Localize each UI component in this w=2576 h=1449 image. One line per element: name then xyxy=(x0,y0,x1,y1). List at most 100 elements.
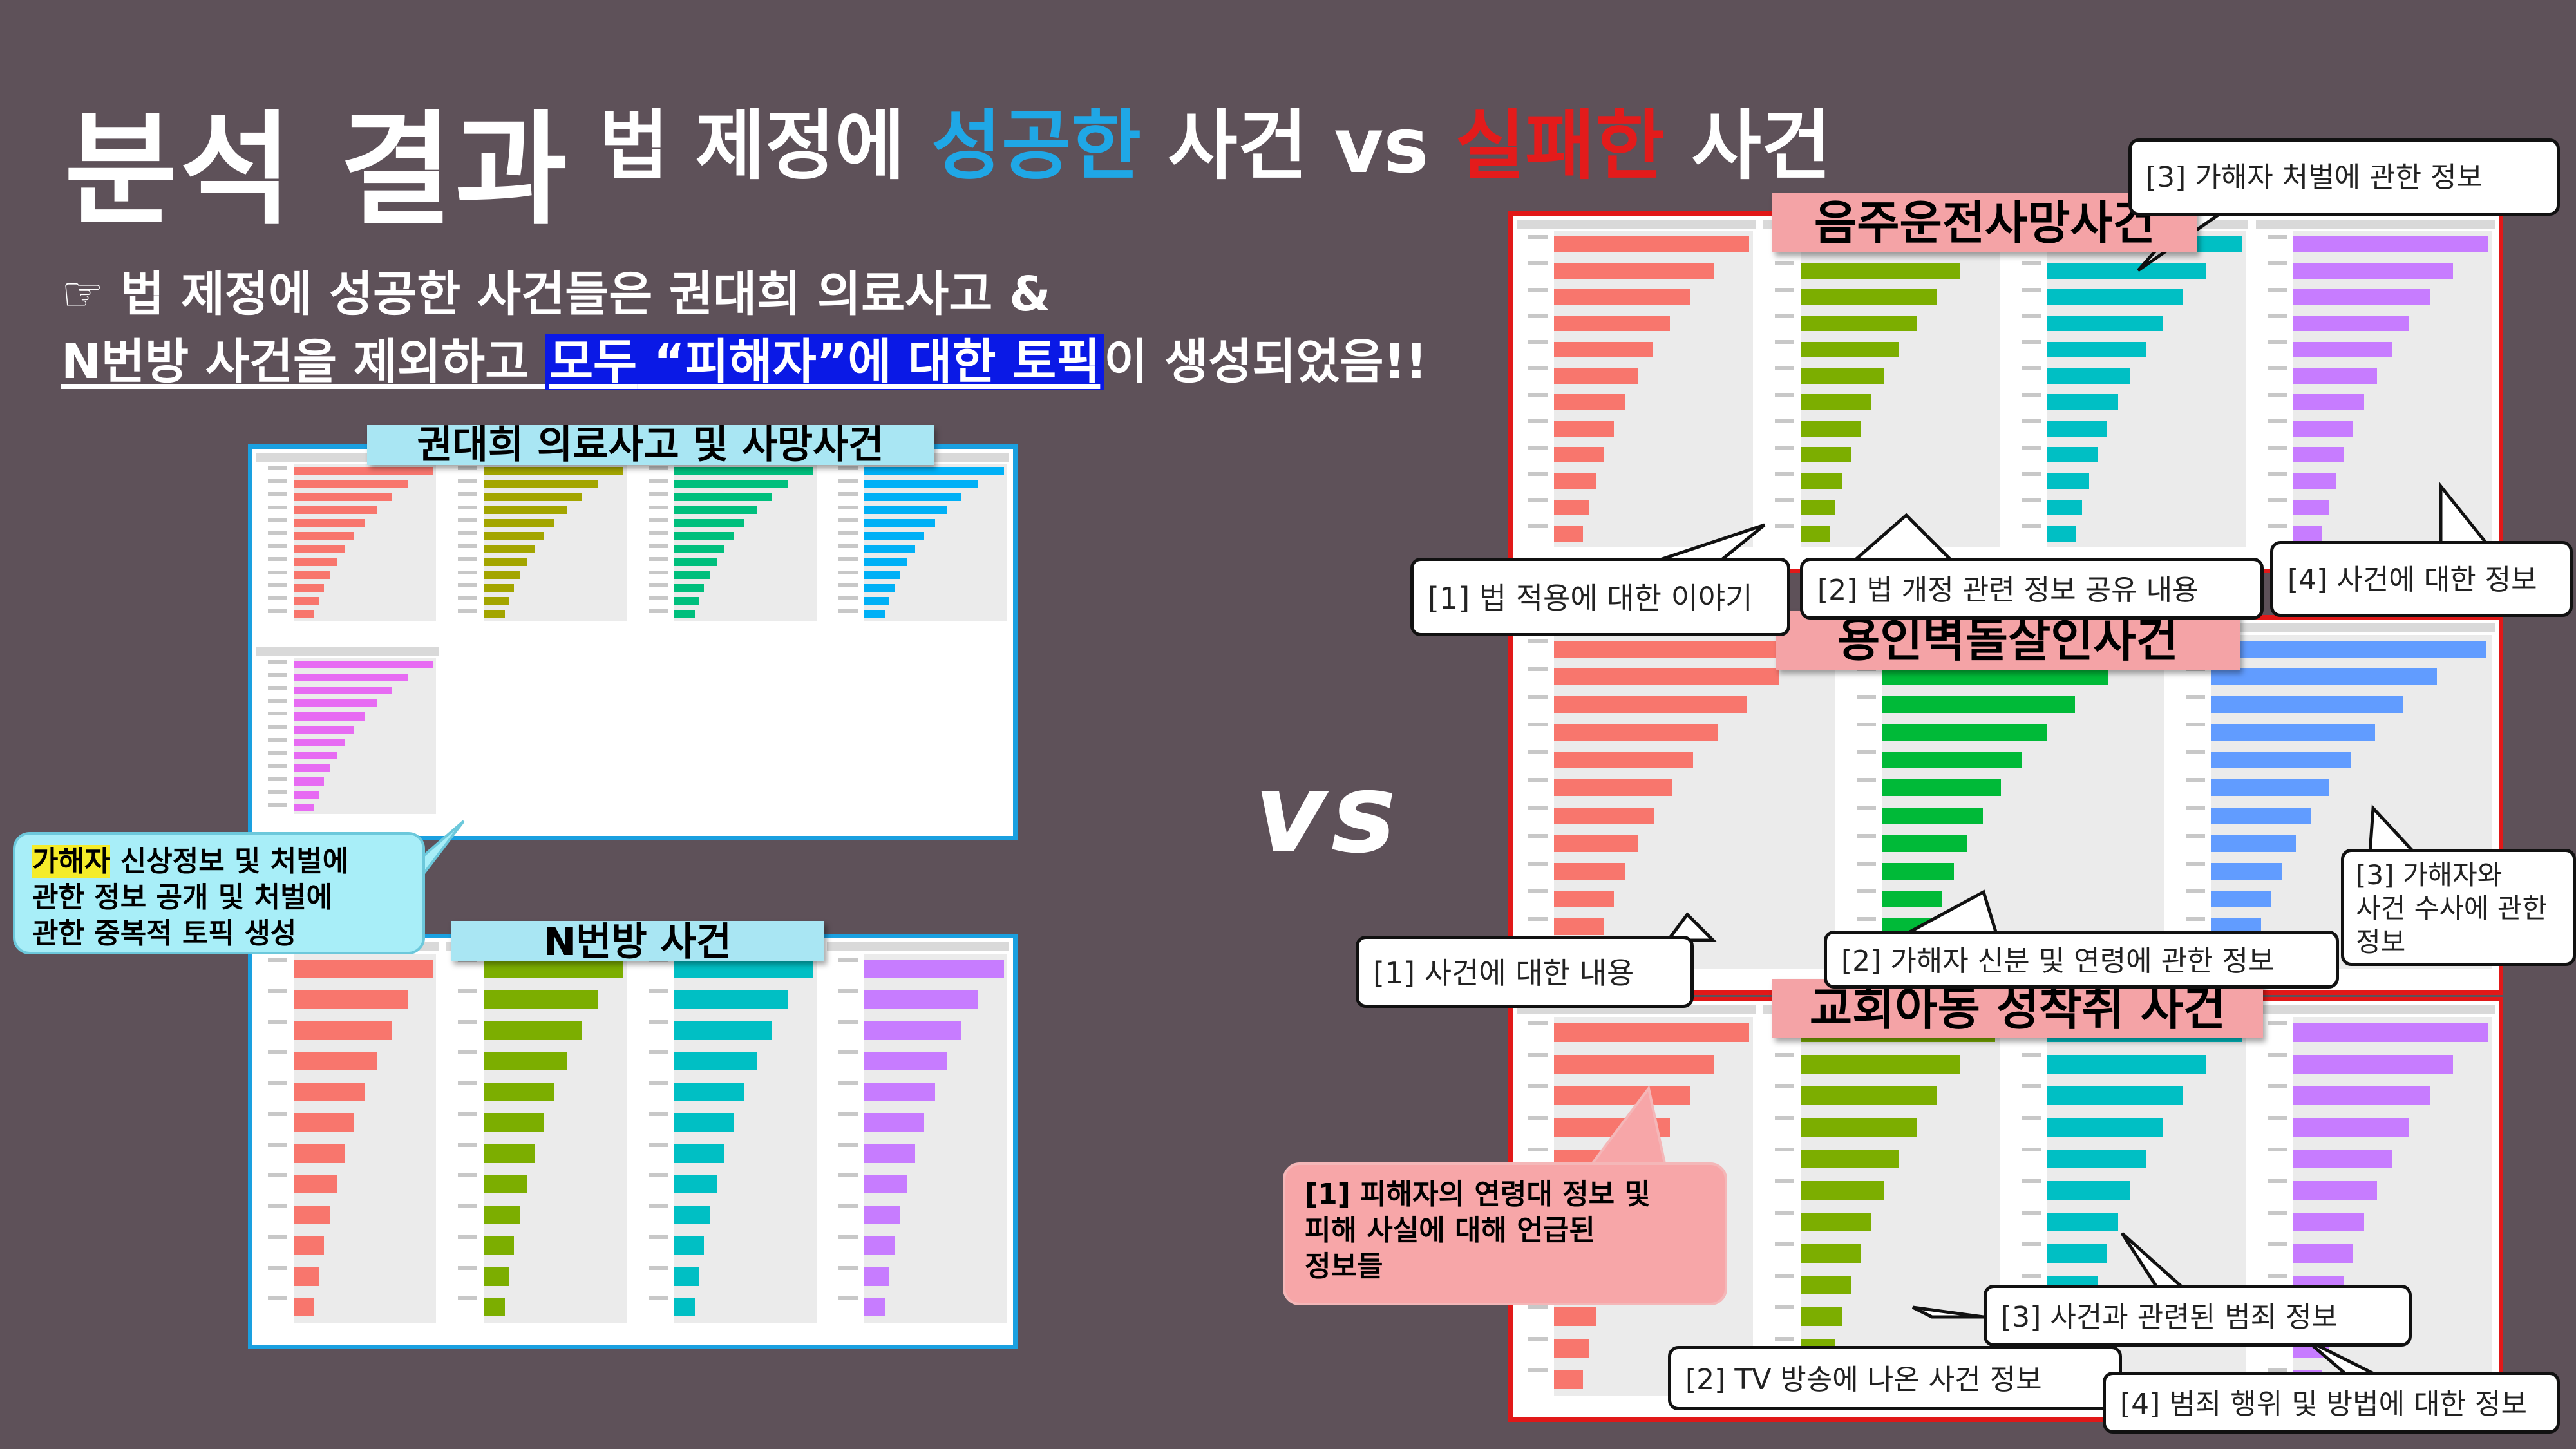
topic-term-bar xyxy=(294,545,345,553)
topic-term-bar xyxy=(2293,1117,2410,1137)
term-tick xyxy=(1857,778,1877,782)
topic-term-bar xyxy=(1800,1244,1861,1264)
topic-term-bar xyxy=(1554,891,1614,908)
term-tick xyxy=(1528,340,1548,345)
term-tick xyxy=(268,724,287,729)
topic-term-bar xyxy=(294,467,433,475)
topic-term-bar xyxy=(674,1267,699,1286)
facet-panel xyxy=(256,942,439,1341)
term-tick xyxy=(268,790,287,794)
topic-term-bar xyxy=(1554,289,1690,305)
term-tick xyxy=(838,518,858,522)
term-tick xyxy=(268,466,287,471)
term-tick xyxy=(648,1204,668,1209)
topic-term-bar xyxy=(674,558,717,566)
term-tick xyxy=(1774,1053,1794,1057)
intro-line-2: N번방 사건을 제외하고 모두 “피해자”에 대한 토픽이 생성되었음!! xyxy=(61,328,1555,396)
term-tick xyxy=(838,466,858,471)
topic-term-bar xyxy=(2293,315,2410,332)
banner-brick-murder: 용인벽돌살인사건 xyxy=(1776,611,2240,670)
topic-term-bar xyxy=(2047,315,2163,332)
term-tick xyxy=(2185,694,2205,699)
topic-term-bar xyxy=(1554,668,1780,685)
facet-plot-area xyxy=(1528,635,1835,969)
topic-term-bar xyxy=(864,610,886,618)
topic-term-bar xyxy=(484,1267,509,1286)
term-tick xyxy=(268,596,287,601)
term-tick xyxy=(1528,314,1548,318)
topic-term-bar xyxy=(1554,1338,1589,1358)
callout-drunk-4: [4] 사건에 대한 정보 xyxy=(2270,541,2573,617)
callout-brick-1: [1] 사건에 대한 내용 xyxy=(1356,936,1694,1008)
term-tick xyxy=(2268,1242,2287,1247)
topic-term-bar xyxy=(294,686,392,695)
term-tick xyxy=(1528,235,1548,240)
topic-term-bar xyxy=(864,1113,924,1132)
term-tick xyxy=(1774,366,1794,371)
intro-line-2-a: N번방 사건을 제외하고 xyxy=(61,334,545,390)
term-tick xyxy=(2268,1179,2287,1184)
topic-term-bar xyxy=(1554,862,1625,880)
term-tick xyxy=(458,1081,478,1086)
term-tick xyxy=(648,557,668,562)
term-tick xyxy=(1528,1337,1548,1341)
term-tick xyxy=(2021,471,2041,476)
topic-term-bar xyxy=(864,480,979,488)
topic-term-bar xyxy=(864,1144,915,1163)
topic-term-bar xyxy=(1800,1212,1871,1232)
term-tick xyxy=(268,699,287,703)
term-tick xyxy=(838,544,858,549)
topic-term-bar xyxy=(484,467,624,475)
brick-3-line-1: [3] 가해자와 xyxy=(2356,859,2503,891)
topic-term-bar xyxy=(2293,394,2365,410)
term-tick xyxy=(458,1019,478,1024)
term-tick xyxy=(1857,917,1877,922)
topic-term-bar xyxy=(2047,1149,2146,1169)
topic-term-bar xyxy=(484,480,598,488)
topic-term-bar xyxy=(674,1144,725,1163)
topic-term-bar xyxy=(294,712,365,721)
topic-term-bar xyxy=(1800,1117,1917,1137)
term-tick xyxy=(1774,1211,1794,1215)
topic-term-bar xyxy=(1554,394,1625,410)
facet-panel xyxy=(1517,623,1838,987)
term-tick xyxy=(2021,1053,2041,1057)
nthroom-topic-chart xyxy=(252,938,1013,1345)
term-tick xyxy=(1528,1021,1548,1026)
topic-term-bar xyxy=(2211,696,2404,713)
brick-3-line-2: 사건 수사에 관한 xyxy=(2356,893,2548,924)
term-tick xyxy=(838,1296,858,1301)
topic-term-bar xyxy=(294,506,377,514)
term-tick xyxy=(2268,445,2287,450)
topic-term-bar xyxy=(864,990,979,1009)
topic-term-bar xyxy=(2293,473,2336,489)
term-tick xyxy=(1857,861,1877,866)
topic-term-bar xyxy=(294,790,319,799)
topic-term-bar xyxy=(1554,1023,1749,1043)
topic-term-bar xyxy=(484,506,567,514)
topic-term-bar xyxy=(2211,862,2283,880)
topic-term-bar xyxy=(1554,918,1604,936)
subtitle-success: 성공한 xyxy=(931,101,1142,190)
term-tick xyxy=(458,518,478,522)
versus-label: vs xyxy=(1255,750,1402,878)
term-tick xyxy=(838,596,858,601)
term-tick xyxy=(458,609,478,614)
term-tick xyxy=(458,1296,478,1301)
topic-term-bar xyxy=(484,518,554,527)
term-tick xyxy=(1528,498,1548,502)
topic-term-bar xyxy=(294,752,337,760)
term-tick xyxy=(2268,287,2287,292)
topic-term-bar xyxy=(1800,341,1899,357)
term-tick xyxy=(2185,778,2205,782)
term-tick xyxy=(1528,524,1548,529)
term-tick xyxy=(648,479,668,484)
term-tick xyxy=(268,989,287,993)
topic-term-bar xyxy=(484,610,505,618)
topic-term-bar xyxy=(2211,752,2351,769)
fail-panel-drunk-driving xyxy=(1508,211,2503,573)
tail-brick-2 xyxy=(1905,889,1999,936)
facet-plot-area xyxy=(1528,231,1753,547)
term-tick xyxy=(648,505,668,509)
topic-term-bar xyxy=(1882,835,1967,852)
